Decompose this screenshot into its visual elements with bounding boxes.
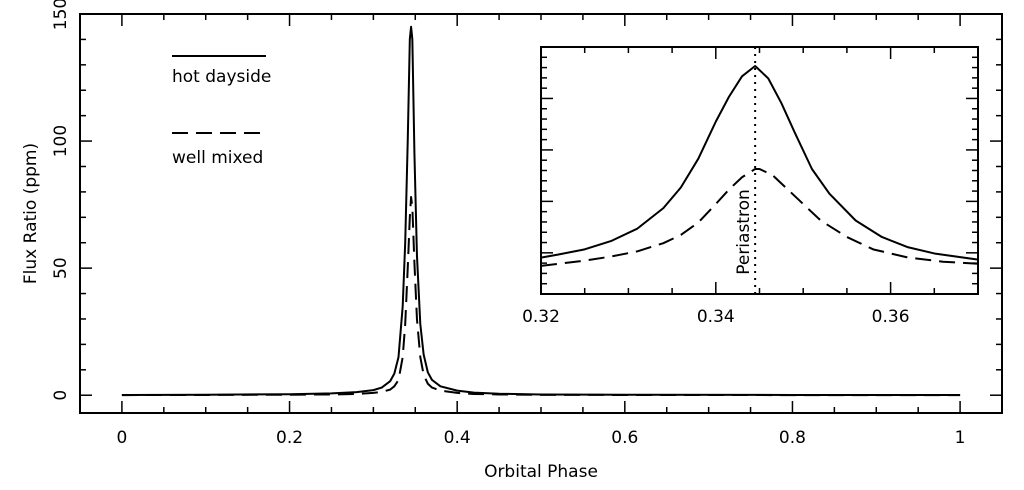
x-tick-label: 0.6 [611,428,638,448]
series-line-hot-dayside [121,25,961,396]
inset-x-tick-label: 0.36 [872,307,910,327]
y-tick-label: 100 [51,125,71,157]
inset-series [540,65,979,267]
inset-series-line-well-mixed [540,168,979,267]
inset-tick-labels: 0.32 0.34 0.36 [522,307,909,327]
main-ticks [80,13,1002,413]
x-axis-label: Orbital Phase [484,462,598,482]
y-axis-label: Flux Ratio (ppm) [21,143,41,284]
inset-plot-frame [540,46,979,295]
y-tick-label: 50 [51,257,71,279]
periastron-label: Periastron [734,189,754,275]
inset-panel: Periastron 0.32 0.34 0.36 [522,46,979,327]
legend-label-well-mixed: well mixed [172,148,263,168]
legend-label-hot-dayside: hot dayside [172,67,271,87]
y-tick-label: 0 [51,390,71,401]
series-line-well-mixed [121,195,961,397]
legend: hot dayside well mixed [172,55,271,168]
inset-series-line-hot-dayside [540,65,979,261]
main-panel: 0 0.2 0.4 0.6 0.8 1 0 50 100 150 Orbital Phase Fl… [21,0,1003,482]
x-tick-label: 0.2 [276,428,303,448]
x-tick-label: 0.8 [779,428,806,448]
main-tick-labels: 0 0.2 0.4 0.6 0.8 1 0 50 100 150 [51,0,966,448]
inset-background [541,47,978,294]
main-series [121,25,961,397]
x-tick-label: 0 [116,428,127,448]
y-tick-label: 150 [51,0,71,30]
inset-x-tick-label: 0.32 [522,307,560,327]
x-tick-label: 0.4 [444,428,471,448]
inset-x-tick-label: 0.34 [697,307,735,327]
x-tick-label: 1 [955,428,966,448]
